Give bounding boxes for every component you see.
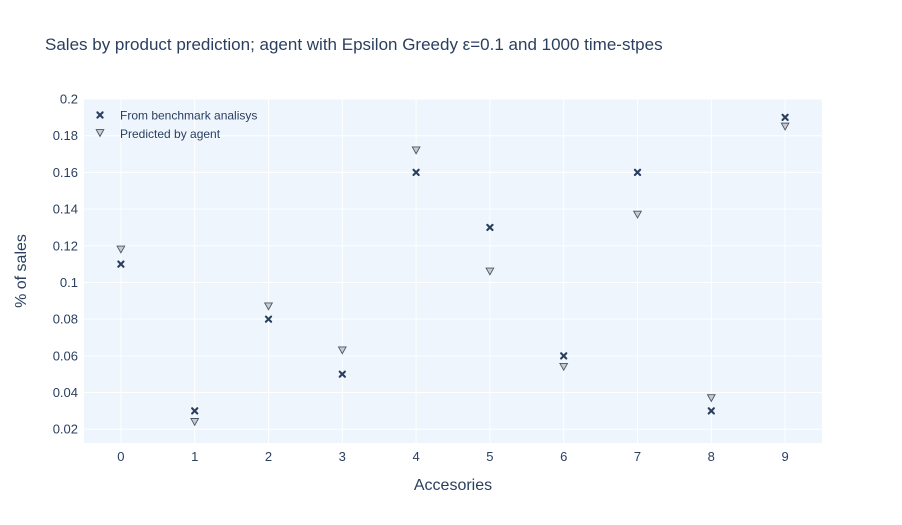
legend-benchmark-marker: [96, 111, 104, 119]
x-marker-stroke: [412, 168, 420, 177]
x-tick-label: 5: [486, 449, 493, 464]
y-tick-label: 0.08: [53, 312, 78, 327]
y-tick-label: 0.04: [53, 385, 78, 400]
x-tick-label: 0: [117, 449, 124, 464]
predicted-point: [485, 267, 495, 276]
x-marker-stroke: [781, 113, 789, 121]
x-marker-stroke: [560, 352, 568, 360]
y-axis-title: % of sales: [13, 234, 30, 308]
y-tick-label: 0.1: [60, 275, 78, 290]
x-marker-stroke: [96, 111, 104, 119]
benchmark-point: [486, 223, 494, 232]
benchmark-point: [707, 407, 715, 415]
y-tick-label: 0.14: [53, 202, 78, 217]
y-tick-label: 0.02: [53, 422, 78, 437]
x-axis-ticks: 0 1 2 3 4 5 6 7 8 9: [117, 449, 788, 464]
y-tick-label: 0.2: [60, 92, 78, 107]
x-tick-label: 1: [191, 449, 198, 464]
x-tick-label: 2: [265, 449, 272, 464]
x-marker-stroke: [707, 407, 715, 415]
benchmark-point: [781, 113, 789, 121]
benchmark-point: [412, 168, 420, 177]
x-tick-label: 6: [560, 449, 567, 464]
legend-benchmark-label: From benchmark analisys: [120, 109, 257, 123]
y-tick-label: 0.18: [53, 128, 78, 143]
x-tick-label: 9: [781, 449, 788, 464]
chart-title: Sales by product prediction; agent with …: [45, 35, 663, 54]
x-tick-label: 3: [339, 449, 346, 464]
x-marker-stroke: [633, 168, 642, 177]
x-marker-stroke: [338, 370, 346, 378]
plot-area: [84, 99, 822, 443]
predicted-point: [559, 363, 569, 372]
benchmark-point: [560, 352, 568, 360]
predicted-point: [706, 394, 716, 403]
benchmark-point: [633, 168, 642, 177]
predicted-point: [263, 302, 274, 311]
y-tick-label: 0.06: [53, 348, 78, 363]
predicted-point: [190, 418, 200, 427]
benchmark-point: [191, 407, 199, 415]
y-tick-label: 0.12: [53, 238, 78, 253]
y-tick-label: 0.16: [53, 165, 78, 180]
y-axis-ticks: 0.02 0.04 0.06 0.08 0.1 0.12 0.14 0.16 0.18 0.2: [53, 92, 78, 437]
benchmark-point: [117, 260, 125, 268]
x-marker-stroke: [486, 223, 494, 232]
predicted-point: [632, 210, 643, 219]
x-tick-label: 8: [708, 449, 715, 464]
legend-predicted-marker: [95, 129, 105, 138]
benchmark-point: [338, 370, 346, 378]
grid-lines: [84, 98, 822, 443]
legend[interactable]: From benchmark analisys Predicted by agen…: [95, 109, 257, 142]
x-marker-stroke: [117, 260, 125, 268]
x-tick-label: 4: [412, 449, 419, 464]
x-axis-title: Accesories: [414, 477, 492, 494]
x-marker-stroke: [264, 315, 273, 323]
data-points: [116, 113, 790, 427]
predicted-point: [411, 146, 421, 155]
x-tick-label: 7: [634, 449, 641, 464]
predicted-point: [337, 346, 347, 355]
benchmark-point: [264, 315, 273, 323]
predicted-point: [116, 245, 126, 254]
predicted-point: [780, 122, 790, 131]
x-marker-stroke: [191, 407, 199, 415]
legend-predicted-label: Predicted by agent: [120, 127, 221, 141]
